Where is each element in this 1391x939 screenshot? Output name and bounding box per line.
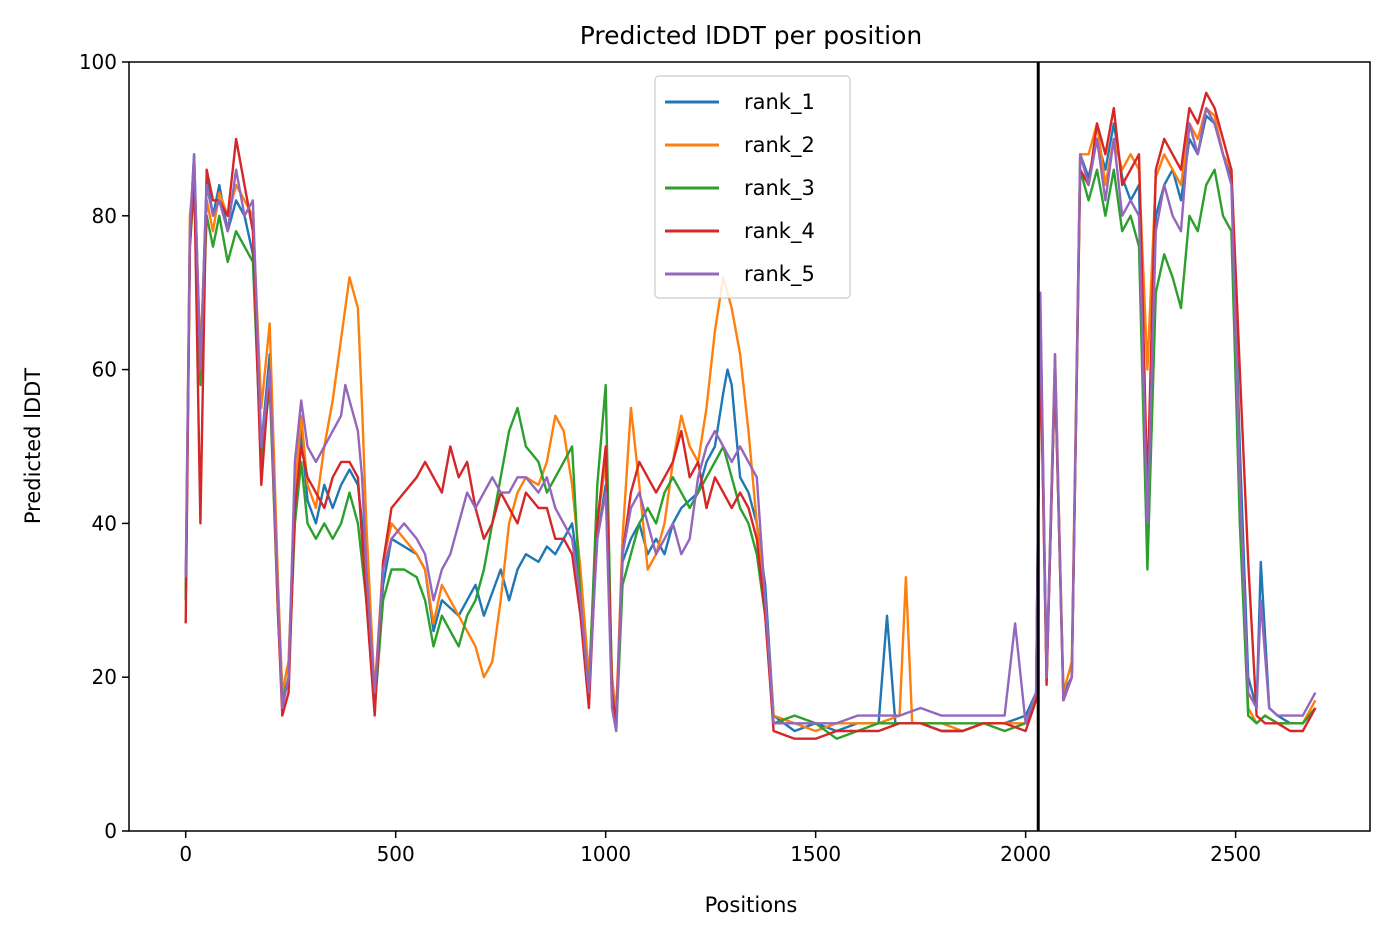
chart-title: Predicted lDDT per position <box>580 21 922 50</box>
y-tick-label: 20 <box>92 665 117 689</box>
plot-frame <box>128 61 1371 832</box>
x-tick-label: 2000 <box>1000 842 1051 866</box>
x-tick-label: 1500 <box>790 842 841 866</box>
series-line-rank_1 <box>184 114 1317 733</box>
y-axis-ticks: 0 20 40 60 80 100 <box>79 50 129 843</box>
y-tick-label: 60 <box>92 358 117 382</box>
legend-label-rank_3: rank_3 <box>744 176 815 201</box>
y-axis-label: Predicted lDDT <box>21 368 45 524</box>
x-tick-label: 1000 <box>580 842 631 866</box>
series-layer <box>184 91 1317 740</box>
x-axis-ticks: 0 500 1000 1500 2000 2500 <box>179 831 1261 866</box>
y-tick-label: 40 <box>92 511 117 535</box>
legend-label-rank_5: rank_5 <box>744 262 815 287</box>
x-tick-label: 0 <box>179 842 192 866</box>
x-axis-label: Positions <box>705 893 798 917</box>
series-line-rank_2 <box>184 106 1317 733</box>
x-tick-label: 500 <box>377 842 415 866</box>
series-line-rank_3 <box>184 168 1317 740</box>
series-line-rank_4 <box>184 91 1317 740</box>
series-line-rank_5 <box>184 106 1317 733</box>
legend-label-rank_4: rank_4 <box>744 219 815 244</box>
x-tick-label: 2500 <box>1210 842 1261 866</box>
legend: rank_1 rank_2 rank_3 rank_4 rank_5 <box>654 75 851 299</box>
y-tick-label: 0 <box>104 819 117 843</box>
y-tick-label: 80 <box>92 204 117 228</box>
legend-label-rank_1: rank_1 <box>744 90 815 115</box>
y-tick-label: 100 <box>79 50 117 74</box>
legend-label-rank_2: rank_2 <box>744 133 815 158</box>
legend-box <box>654 75 851 299</box>
